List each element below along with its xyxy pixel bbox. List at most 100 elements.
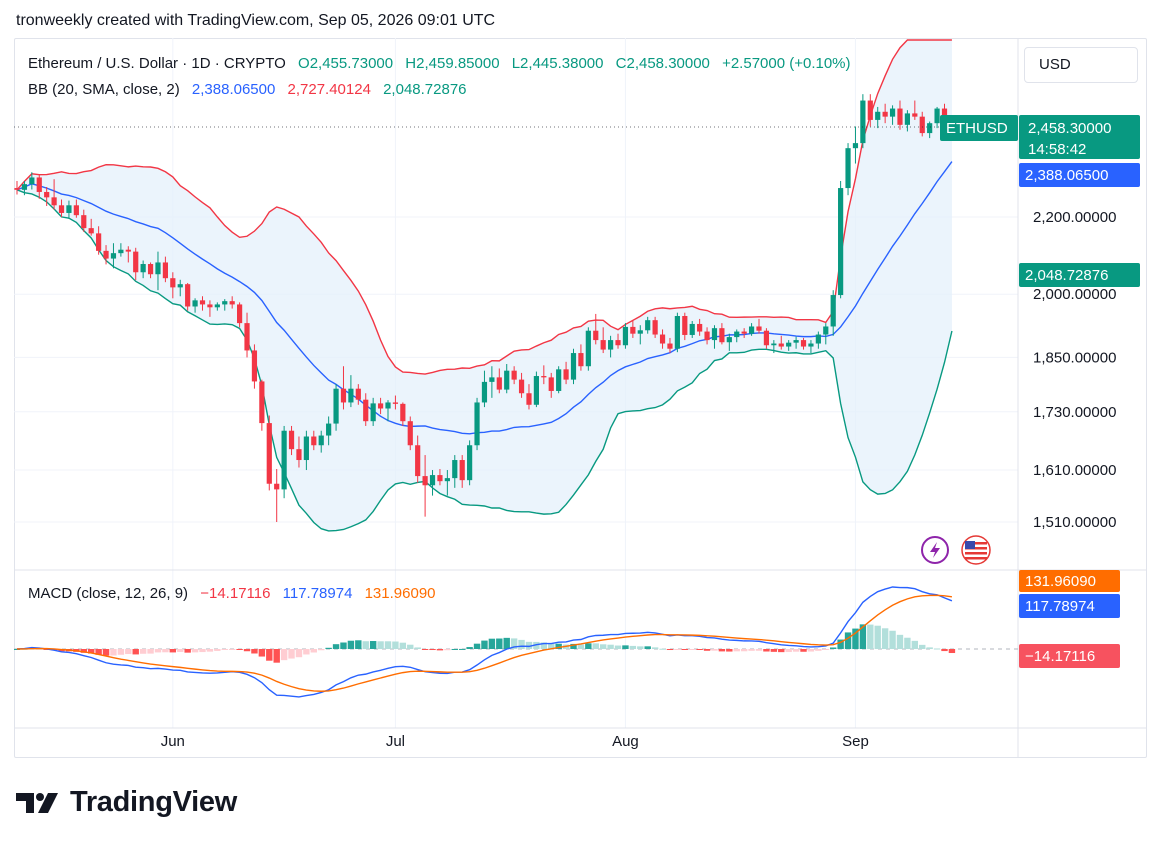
macd-histogram-bar bbox=[399, 642, 407, 649]
macd-histogram-bar bbox=[421, 649, 429, 650]
candle-body bbox=[578, 353, 584, 367]
macd-histogram-badge: −14.17116 bbox=[1019, 644, 1120, 668]
macd-histogram-bar bbox=[592, 643, 599, 649]
candle-body bbox=[444, 478, 450, 482]
bb-label[interactable]: BB (20, SMA, close, 2) bbox=[28, 81, 180, 98]
ohlc-change: +2.57000 (+0.10%) bbox=[722, 55, 851, 72]
macd-line bbox=[16, 586, 953, 698]
candle-body bbox=[726, 337, 732, 343]
macd-histogram-bar bbox=[859, 624, 867, 649]
macd-histogram-bar bbox=[199, 649, 206, 653]
symbol-legend: Ethereum / U.S. Dollar · 1D · CRYPTO O2,… bbox=[28, 55, 851, 72]
macd-histogram-bar bbox=[347, 640, 355, 649]
candle-body bbox=[689, 323, 695, 335]
us-flag-stripe bbox=[965, 547, 987, 550]
macd-histogram-bar bbox=[236, 649, 243, 650]
us-flag-stripe bbox=[965, 552, 987, 555]
candle-body bbox=[800, 340, 807, 347]
macd-histogram-bar bbox=[689, 649, 696, 650]
macd-histogram-bar bbox=[696, 649, 703, 650]
candle-body bbox=[207, 304, 213, 308]
candle-body bbox=[333, 388, 339, 424]
candle-body bbox=[615, 340, 621, 346]
macd-histogram-bar bbox=[325, 647, 332, 649]
macd-histogram-bar bbox=[206, 649, 214, 652]
candle-body bbox=[58, 205, 65, 213]
last-price-badge-bg bbox=[1019, 115, 1140, 159]
macd-histogram-bar bbox=[132, 649, 139, 655]
candle-body bbox=[296, 449, 302, 461]
macd-signal-badge: 131.96090 bbox=[1019, 570, 1120, 592]
candle-body bbox=[370, 403, 376, 422]
candle-body bbox=[36, 177, 42, 192]
candle-body bbox=[177, 284, 183, 288]
macd-histogram-bar bbox=[481, 640, 488, 649]
candle-body bbox=[288, 430, 295, 450]
macd-histogram-bar bbox=[919, 644, 926, 649]
macd-histogram-bar bbox=[800, 649, 807, 652]
candle-body bbox=[29, 177, 35, 185]
macd-histogram-bar bbox=[310, 649, 317, 653]
candle-body bbox=[244, 323, 250, 351]
macd-histogram-bar bbox=[644, 646, 651, 649]
macd-line-badge: 117.78974 bbox=[1019, 594, 1120, 618]
macd-histogram-bar bbox=[384, 641, 392, 649]
candle-body bbox=[889, 108, 896, 117]
tradingview-footer[interactable]: TradingView bbox=[16, 786, 237, 819]
candle-body bbox=[778, 343, 784, 347]
macd-histogram-bar bbox=[340, 642, 347, 649]
candle-body bbox=[73, 205, 79, 216]
macd-histogram-bar bbox=[473, 643, 481, 649]
time-tick-label: Jul bbox=[386, 733, 405, 750]
symbol-title[interactable]: Ethereum / U.S. Dollar · 1D · CRYPTO bbox=[28, 55, 286, 72]
price-tick-label: 1,610.00000 bbox=[1033, 462, 1116, 479]
candle-body bbox=[786, 342, 792, 347]
macd-histogram-bar bbox=[518, 639, 525, 649]
macd-histogram-bar bbox=[466, 647, 473, 649]
macd-histogram-bar bbox=[510, 638, 518, 649]
macd-histogram-bar bbox=[933, 648, 941, 650]
signal-line bbox=[16, 594, 953, 692]
macd-histogram-bar bbox=[362, 641, 369, 649]
macd-legend: MACD (close, 12, 26, 9) −14.17116 117.78… bbox=[28, 585, 436, 602]
candle-body bbox=[392, 402, 399, 404]
candle-body bbox=[927, 123, 933, 134]
macd-histogram-bar bbox=[822, 649, 829, 650]
macd-histogram-bar bbox=[830, 647, 837, 649]
candle-body bbox=[377, 403, 384, 409]
candle-body bbox=[593, 330, 599, 341]
candle-body bbox=[630, 326, 636, 334]
candle-body bbox=[674, 316, 680, 349]
ohlc-high: H2,459.85000 bbox=[405, 55, 500, 72]
macd-histogram-bar bbox=[139, 649, 147, 654]
macd-histogram-bar bbox=[770, 649, 778, 652]
macd-histogram-bar bbox=[614, 645, 622, 649]
macd-histogram-bar bbox=[110, 649, 117, 656]
candle-body bbox=[741, 331, 747, 334]
macd-histogram-bar bbox=[896, 634, 904, 649]
candle-body bbox=[533, 376, 539, 405]
ohlc-open: O2,455.73000 bbox=[298, 55, 394, 72]
price-chart[interactable]: 1,510.00000 1,610.00000 1,730.00000 1,850.0… bbox=[14, 38, 1147, 758]
candle-body bbox=[467, 445, 473, 481]
candle-body bbox=[823, 326, 829, 335]
macd-histogram-bar bbox=[288, 649, 295, 659]
candle-body bbox=[704, 331, 710, 341]
candle-body bbox=[867, 100, 873, 120]
candle-body bbox=[637, 330, 643, 334]
macd-label[interactable]: MACD (close, 12, 26, 9) bbox=[28, 585, 189, 602]
candle-body bbox=[734, 331, 740, 338]
price-axis: 1,510.00000 1,610.00000 1,730.00000 1,850.0… bbox=[1033, 209, 1116, 531]
ohlc-close: C2,458.30000 bbox=[615, 55, 710, 72]
time-tick-label: Jun bbox=[161, 733, 185, 750]
candle-body bbox=[912, 113, 918, 117]
bb-basis-badge: 2,388.06500 bbox=[1019, 163, 1140, 187]
macd-histogram-bar bbox=[548, 643, 555, 649]
macd-histogram-bar bbox=[807, 649, 815, 652]
candle-body bbox=[185, 284, 191, 307]
candle-body bbox=[14, 188, 20, 190]
currency-button[interactable]: USD bbox=[1024, 47, 1138, 83]
symbol-tag-badge: ETHUSD bbox=[940, 115, 1018, 141]
macd-histogram-bar bbox=[332, 644, 340, 649]
candle-body bbox=[266, 423, 272, 484]
